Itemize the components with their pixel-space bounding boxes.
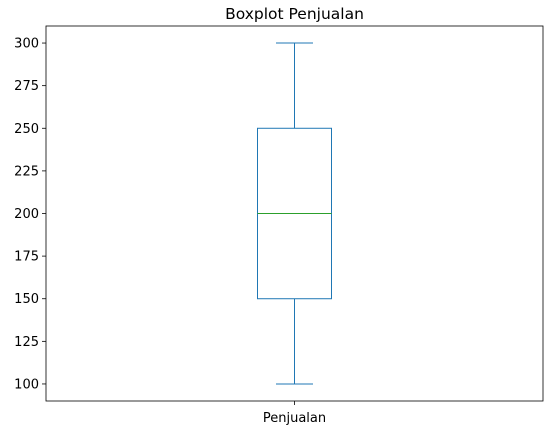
box-group <box>257 42 332 385</box>
y-tick-label: 100 <box>14 377 39 392</box>
y-tick-label: 175 <box>14 250 39 265</box>
chart-title: Boxplot Penjualan <box>225 5 364 23</box>
y-tick-label: 275 <box>14 79 39 94</box>
y-tick-label: 250 <box>14 122 39 137</box>
y-tick-label: 225 <box>14 164 39 179</box>
x-axis: Penjualan <box>263 401 326 426</box>
y-tick-label: 125 <box>14 335 39 350</box>
y-axis: 100 125 150 175 200 225 250 275 300 <box>14 37 46 392</box>
y-tick-label: 150 <box>14 292 39 307</box>
y-tick-label: 200 <box>14 207 39 222</box>
y-tick-label: 300 <box>14 37 39 52</box>
x-tick-label: Penjualan <box>263 411 326 426</box>
